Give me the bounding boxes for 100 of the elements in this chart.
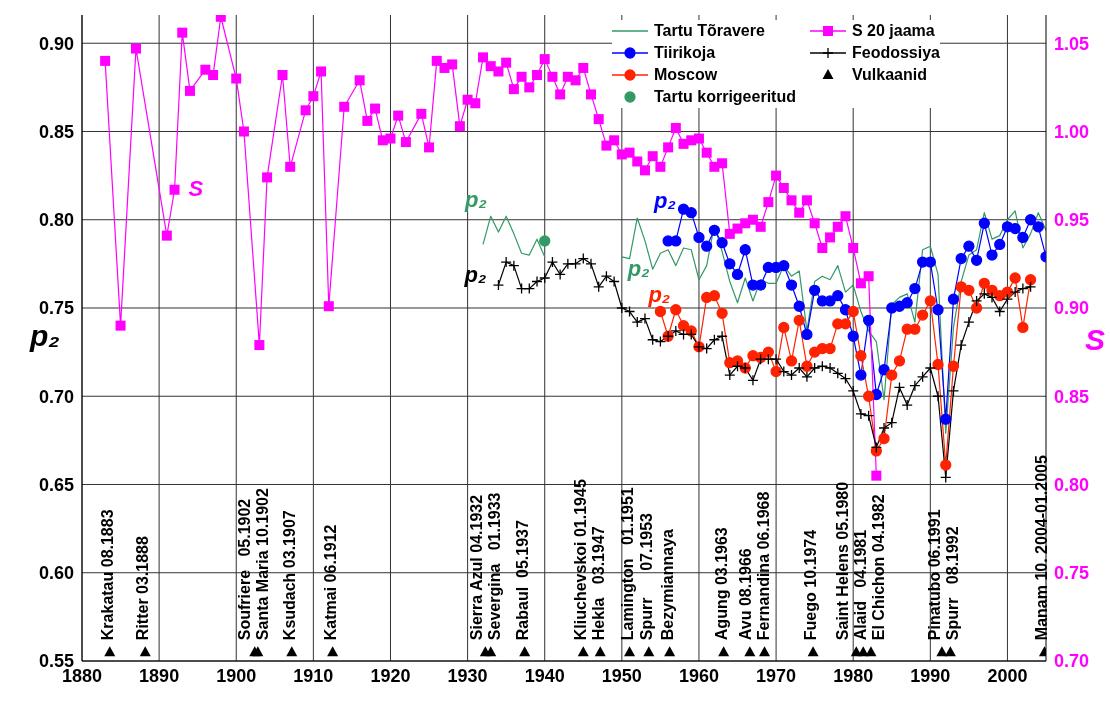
point [932,304,944,316]
x-tick-label: 1930 [447,665,488,686]
point [1001,286,1014,298]
point [886,369,898,381]
point [708,224,721,236]
data-label: Rabaul 05.1937 [513,520,531,641]
data-label: Spurr 07.1953 [637,512,655,641]
point [731,268,744,281]
data-label: Manam 10. 2004-01.2005 [1033,455,1051,641]
point [670,304,682,316]
point [832,289,844,302]
point [577,646,589,657]
x-tick-label: 2000 [987,665,1028,686]
data-label: Santa Maria 10.1902 [254,487,272,641]
point [963,284,975,296]
point [862,390,875,402]
point [970,254,983,266]
point [1017,231,1029,244]
point [1009,222,1021,235]
x-tick-label: 1890 [139,665,180,686]
point [855,350,867,362]
point [924,295,936,307]
y2-tick-label: 0.70 [1054,651,1090,672]
point [970,302,983,314]
legend-label: Vulkaanid [851,66,927,84]
y-tick-label: 0.60 [38,563,74,584]
point [664,646,676,657]
legend-label: Tartu Tõravere [654,22,765,40]
legend-label: Tiirikoja [654,44,716,62]
x-tick-label: 1920 [370,665,411,686]
point [286,646,298,657]
point [801,328,813,341]
data-label: Fuego 10.1974 [802,529,820,641]
y2-tick-label: 0.85 [1054,386,1090,407]
point [744,646,756,657]
y-tick-label: 0.90 [38,33,74,54]
point [104,646,116,657]
x-tick-label: 1950 [601,665,642,686]
data-label: Soufriere 05.1902 [236,498,254,641]
y2-tick-label: 0.75 [1054,563,1090,584]
annotation: p₂ [653,187,676,213]
point [485,646,497,657]
point [955,252,967,265]
legend-label: Tartu korrigeeritud [654,88,796,106]
point [862,314,875,326]
point [1032,221,1044,233]
point [878,432,890,445]
point [963,240,975,252]
point [716,237,728,249]
point [519,646,531,657]
point [327,646,339,657]
point [847,305,859,318]
data-label: Sierra Azul 04.1932 [468,494,486,641]
point [978,217,990,229]
y-tick-label: 0.85 [38,121,74,142]
point [708,289,721,302]
point [693,231,705,244]
point [801,360,813,372]
point [785,279,798,291]
point [739,244,751,256]
data-label: El Chichon 04.1982 [870,494,888,641]
data-label: Krakatau 08.1883 [98,509,116,641]
y2-tick-label: 0.90 [1054,298,1090,319]
data-label: Agung 03.1963 [712,527,730,641]
point [847,330,859,342]
point [755,279,767,291]
y-tick-label: 0.80 [38,210,74,231]
data-label: Alaid 04.1981 [852,529,870,641]
x-tick-label: 1940 [524,665,565,686]
data-label: Fernandina 06.1968 [755,491,773,641]
point [643,646,655,657]
point [978,277,990,289]
annotation: p₂ [626,255,650,281]
point [624,646,636,657]
point [793,314,805,326]
data-label: Spurr 08.1992 [944,526,962,641]
data-label: Ritter 03.1888 [134,536,152,641]
point [901,297,913,309]
point [916,309,929,321]
data-label: Severgina 01.1933 [486,492,504,641]
data-label: Ksudach 03.1907 [280,510,298,641]
point [986,249,998,261]
point [1024,214,1037,226]
point [1024,274,1037,286]
point [139,646,151,657]
point [1017,321,1029,334]
y-tick-label: 0.70 [38,386,74,407]
data-label: Avu 08.1966 [737,548,755,641]
point [778,259,790,272]
x-tick-label: 1980 [833,665,874,686]
legend-label: Moscow [654,66,718,84]
point [1009,272,1021,284]
data-label: Saint Helens 05.1980 [834,481,852,641]
x-tick-label: 1960 [678,665,719,686]
data-label: Pinatubo 06.1991 [926,509,944,641]
y2-axis-title: S [1084,322,1106,356]
point [994,238,1006,251]
point [759,646,771,657]
point [909,282,921,295]
legend-label: Feodossiya [851,44,940,62]
